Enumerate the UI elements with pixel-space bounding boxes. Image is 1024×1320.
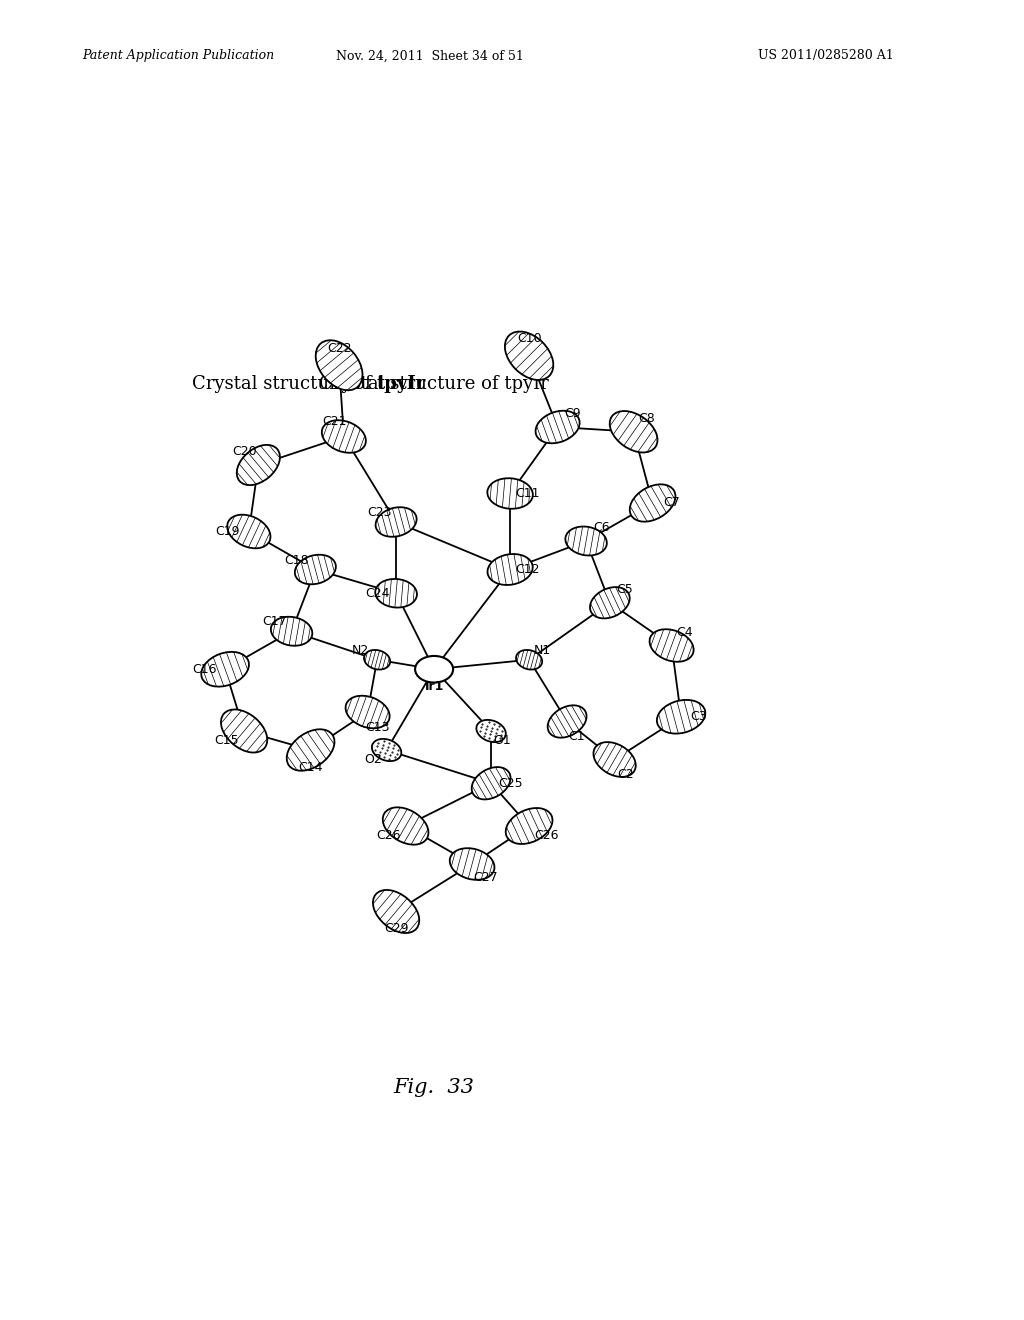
Text: N1: N1	[534, 644, 551, 657]
Ellipse shape	[487, 478, 532, 508]
Text: C4: C4	[677, 626, 693, 639]
Text: Ir1: Ir1	[424, 680, 443, 693]
Ellipse shape	[372, 739, 401, 762]
Ellipse shape	[271, 616, 312, 645]
Ellipse shape	[649, 630, 693, 661]
Ellipse shape	[656, 700, 706, 734]
Text: tpyIr: tpyIr	[377, 375, 426, 393]
Text: C25: C25	[498, 776, 522, 789]
Ellipse shape	[505, 331, 553, 380]
Text: C26: C26	[534, 829, 558, 842]
Ellipse shape	[516, 649, 542, 669]
Ellipse shape	[536, 411, 580, 444]
Ellipse shape	[472, 767, 511, 800]
Text: C16: C16	[191, 663, 216, 676]
Ellipse shape	[345, 696, 390, 729]
Ellipse shape	[609, 411, 657, 453]
Text: C27: C27	[473, 871, 498, 884]
Text: C3: C3	[690, 710, 707, 723]
Text: C13: C13	[365, 721, 389, 734]
Ellipse shape	[476, 719, 506, 742]
Text: C17: C17	[262, 615, 287, 628]
Ellipse shape	[383, 808, 428, 845]
Text: C15: C15	[215, 734, 240, 747]
Text: C1: C1	[568, 730, 585, 743]
Ellipse shape	[487, 554, 532, 585]
Text: C12: C12	[515, 564, 540, 576]
Text: C26: C26	[376, 829, 400, 842]
Text: Crystal structure of tpyIr: Crystal structure of tpyIr	[319, 375, 549, 393]
Ellipse shape	[373, 890, 419, 933]
Text: C14: C14	[298, 760, 323, 774]
Text: C20: C20	[232, 445, 257, 458]
Text: C22: C22	[327, 342, 351, 355]
Text: N2: N2	[351, 644, 369, 657]
Text: O2: O2	[365, 752, 382, 766]
Ellipse shape	[630, 484, 676, 521]
Text: US 2011/0285280 A1: US 2011/0285280 A1	[758, 49, 894, 62]
Ellipse shape	[506, 808, 553, 843]
Text: O1: O1	[494, 734, 511, 747]
Ellipse shape	[565, 527, 607, 556]
Text: C6: C6	[593, 521, 609, 535]
Text: Patent Application Publication: Patent Application Publication	[82, 49, 274, 62]
Text: Nov. 24, 2011  Sheet 34 of 51: Nov. 24, 2011 Sheet 34 of 51	[336, 49, 524, 62]
Ellipse shape	[415, 656, 453, 682]
Text: C19: C19	[216, 525, 241, 539]
Ellipse shape	[237, 445, 280, 486]
Ellipse shape	[227, 515, 270, 548]
Text: C8: C8	[639, 412, 655, 425]
Text: Fig.  33: Fig. 33	[393, 1077, 474, 1097]
Text: C9: C9	[564, 407, 581, 420]
Text: C21: C21	[323, 414, 346, 428]
Text: C5: C5	[616, 583, 634, 595]
Ellipse shape	[375, 579, 417, 607]
Ellipse shape	[376, 507, 417, 537]
Ellipse shape	[594, 742, 636, 777]
Ellipse shape	[322, 420, 366, 453]
Ellipse shape	[364, 649, 390, 669]
Ellipse shape	[287, 729, 335, 771]
Ellipse shape	[221, 709, 267, 752]
Text: C24: C24	[365, 587, 389, 599]
Text: C10: C10	[517, 333, 542, 345]
Text: Crystal structure of: Crystal structure of	[191, 375, 377, 393]
Text: C2: C2	[617, 768, 634, 781]
Text: C23: C23	[367, 506, 391, 519]
Text: C29: C29	[384, 923, 409, 935]
Ellipse shape	[202, 652, 249, 686]
Ellipse shape	[315, 341, 362, 391]
Text: C7: C7	[664, 496, 680, 510]
Ellipse shape	[548, 705, 587, 738]
Ellipse shape	[450, 849, 495, 880]
Text: C18: C18	[284, 553, 308, 566]
Text: C11: C11	[515, 487, 540, 500]
Ellipse shape	[295, 554, 336, 585]
Ellipse shape	[590, 587, 630, 618]
